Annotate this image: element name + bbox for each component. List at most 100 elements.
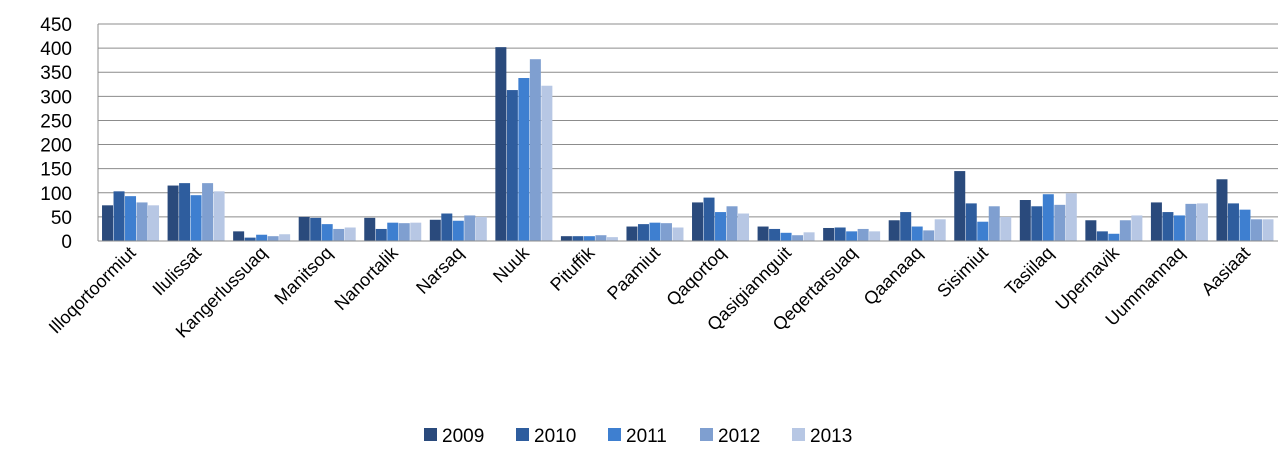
bar-2012 [792, 235, 804, 241]
y-tick-label: 200 [40, 136, 72, 157]
bar-2012 [202, 183, 214, 241]
bar-2012 [660, 223, 672, 241]
legend-swatch-2011 [608, 428, 621, 441]
bar-2013 [672, 227, 684, 241]
bar-2013 [1065, 193, 1077, 241]
bar-2011 [125, 196, 137, 241]
y-tick-label: 450 [40, 15, 72, 36]
bar-2012 [857, 228, 869, 241]
legend-label: 2011 [626, 426, 667, 447]
legend-label: 2009 [442, 426, 484, 447]
bar-2009 [757, 226, 769, 241]
x-category-label: Nuuk [489, 242, 534, 287]
bar-2009 [1150, 202, 1162, 241]
bar-2009 [888, 220, 900, 241]
x-category-label: Qaanaaq [860, 243, 927, 310]
y-tick-label: 350 [40, 63, 72, 84]
x-category-label: Aasiaat [1197, 243, 1254, 300]
bar-2009 [364, 217, 376, 241]
bar-2009 [233, 231, 245, 241]
bar-2012 [136, 202, 148, 241]
bar-2013 [606, 237, 618, 241]
bar-2011 [977, 221, 989, 241]
bar-2010 [179, 183, 191, 241]
bar-2013 [1131, 215, 1143, 241]
bar-2010 [769, 228, 781, 241]
bar-2010 [244, 237, 256, 241]
bar-2010 [834, 227, 846, 241]
y-tick-label: 150 [40, 160, 72, 181]
bar-2011 [911, 226, 923, 241]
bar-2009 [495, 47, 507, 241]
bar-2012 [1054, 204, 1066, 241]
bar-2013 [1000, 216, 1012, 241]
bar-2013 [148, 205, 160, 241]
bar-2010 [572, 236, 584, 241]
x-category-label: Pituffik [546, 242, 599, 295]
x-category-label: Illoqortoormiut [45, 243, 140, 338]
bar-2010 [703, 197, 715, 241]
bar-2010 [506, 90, 518, 241]
x-category-label: Sisimiut [933, 243, 992, 302]
bar-2010 [1031, 206, 1043, 241]
bar-2010 [900, 212, 912, 241]
bar-2011 [387, 222, 399, 241]
bar-2011 [846, 231, 858, 241]
bar-2012 [333, 228, 345, 241]
bar-2012 [529, 59, 541, 241]
bar-2013 [475, 216, 487, 241]
bar-2012 [1119, 220, 1131, 241]
bar-2010 [375, 228, 387, 241]
x-category-label: Nanortalik [330, 242, 402, 314]
bar-2009 [298, 216, 310, 241]
bar-2012 [1185, 203, 1197, 241]
y-tick-label: 250 [40, 111, 72, 132]
bar-2011 [1042, 194, 1054, 241]
y-tick-label: 300 [40, 87, 72, 108]
legend-swatch-2009 [424, 428, 437, 441]
bar-2013 [541, 85, 553, 241]
bar-2012 [988, 206, 1000, 241]
bar-2011 [1108, 233, 1120, 241]
bar-2010 [113, 191, 125, 241]
bar-2011 [190, 195, 202, 241]
bar-2009 [429, 219, 441, 241]
bar-2011 [1239, 209, 1251, 241]
bar-2012 [398, 223, 410, 241]
bar-2009 [167, 185, 179, 241]
bar-2012 [595, 235, 607, 241]
bar-2009 [954, 171, 966, 241]
bar-2011 [256, 234, 268, 241]
bar-2010 [1096, 231, 1108, 241]
bar-2009 [560, 236, 572, 241]
bar-2013 [213, 191, 225, 241]
bar-2010 [1162, 212, 1174, 241]
x-category-label: Manitsoq [270, 243, 336, 309]
bar-2013 [738, 213, 750, 241]
bar-2011 [1173, 215, 1185, 241]
legend-label: 2013 [810, 426, 852, 447]
bar-2010 [637, 224, 649, 241]
bar-2013 [344, 227, 356, 241]
bar-2011 [452, 220, 464, 241]
bar-2010 [1227, 203, 1239, 241]
bar-2011 [321, 224, 333, 241]
x-category-label: Narsaq [412, 243, 467, 298]
bar-2010 [310, 217, 322, 241]
y-tick-label: 50 [51, 208, 72, 229]
legend-swatch-2013 [792, 428, 805, 441]
legend: 2009 2010 2011 2012 2013 [424, 426, 852, 447]
legend-label: 2010 [534, 426, 576, 447]
y-tick-label: 100 [40, 184, 72, 205]
y-tick-label: 0 [61, 232, 72, 253]
bar-2010 [965, 203, 977, 241]
legend-swatch-2010 [516, 428, 529, 441]
bar-2012 [267, 236, 279, 241]
bar-2011 [583, 236, 595, 241]
bar-2009 [823, 227, 835, 241]
bar-2009 [1019, 200, 1031, 241]
bar-2013 [410, 222, 422, 241]
y-tick-label: 400 [40, 39, 72, 60]
